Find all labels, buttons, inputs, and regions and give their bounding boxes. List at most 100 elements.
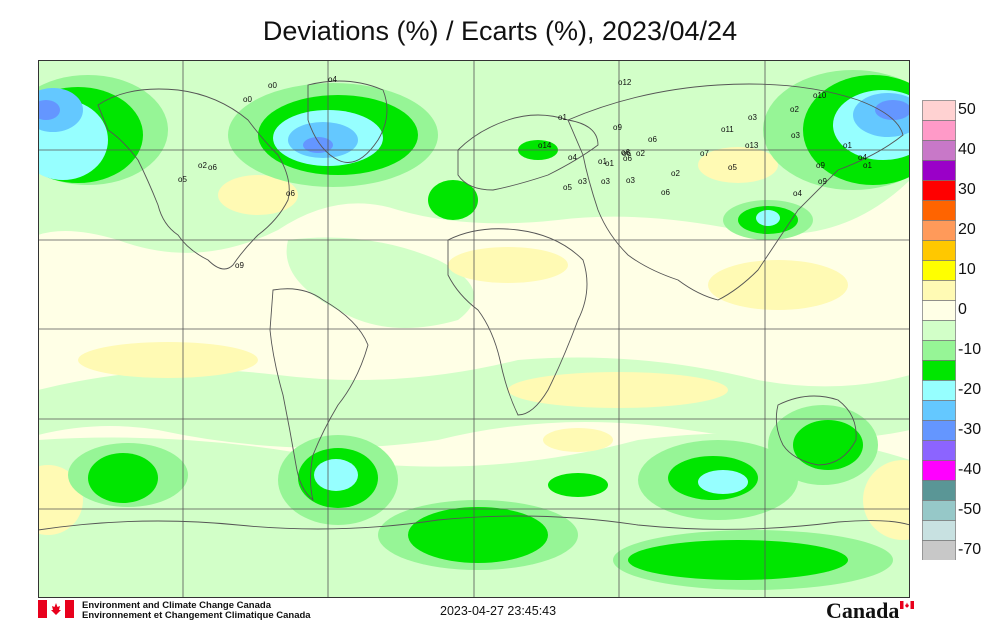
contour-blue-alaska bbox=[38, 100, 60, 120]
station-marker: o6 bbox=[661, 188, 670, 197]
legend-swatch bbox=[922, 160, 956, 181]
station-marker: o9 bbox=[818, 177, 827, 186]
station-marker: o6 bbox=[286, 189, 295, 198]
contour-green-pacific-south bbox=[88, 453, 158, 503]
contour-light-green-africa bbox=[286, 237, 474, 328]
station-marker: o4 bbox=[793, 189, 802, 198]
legend-label: 40 bbox=[958, 141, 976, 158]
contour-green-south-atlantic bbox=[548, 473, 608, 497]
legend-swatch bbox=[922, 180, 956, 201]
station-marker: o5 bbox=[728, 163, 737, 172]
station-marker: o6 bbox=[208, 163, 217, 172]
legend-swatch bbox=[922, 100, 956, 121]
station-marker: o6 bbox=[648, 135, 657, 144]
station-marker: o9 bbox=[816, 161, 825, 170]
legend-swatch bbox=[922, 340, 956, 361]
station-marker: o10 bbox=[813, 91, 827, 100]
legend-swatch bbox=[922, 480, 956, 501]
station-marker: o1 bbox=[843, 141, 852, 150]
contour-yellow-asia bbox=[448, 247, 568, 283]
contour-yellow-asia-east bbox=[708, 260, 848, 310]
station-marker: o4 bbox=[328, 75, 337, 84]
station-marker: o9 bbox=[613, 123, 622, 132]
org-name-fr: Environnement et Changement Climatique C… bbox=[82, 610, 311, 621]
map-grid bbox=[38, 60, 910, 598]
legend-swatch bbox=[922, 140, 956, 161]
station-marker: o0 bbox=[268, 81, 277, 90]
legend-swatch bbox=[922, 540, 956, 560]
station-marker: o3 bbox=[601, 177, 610, 186]
org-name-en: Environment and Climate Change Canada bbox=[82, 600, 271, 611]
contour-blue-greenland bbox=[303, 137, 333, 153]
legend-swatch bbox=[922, 460, 956, 481]
station-marker: o2 bbox=[790, 105, 799, 114]
legend-label: 30 bbox=[958, 181, 976, 198]
legend-label: 0 bbox=[958, 301, 967, 318]
legend-swatch bbox=[922, 240, 956, 261]
legend-swatch bbox=[922, 360, 956, 381]
legend-swatch bbox=[922, 220, 956, 241]
deviation-map: o0o0o4o6o2o5o6o9o12o1o9o6o6o11o3o10o2o3o… bbox=[38, 60, 910, 598]
legend-label: 50 bbox=[958, 101, 976, 118]
contour-sky-alaska bbox=[38, 88, 83, 132]
legend-swatch bbox=[922, 420, 956, 441]
legend-swatch bbox=[922, 300, 956, 321]
contour-yellow-siberia bbox=[698, 147, 778, 183]
map-frame bbox=[38, 60, 910, 598]
station-marker: o12 bbox=[618, 78, 632, 87]
station-marker: o5 bbox=[563, 183, 572, 192]
contour-yellow-south-atlantic bbox=[543, 428, 613, 452]
station-marker: o1 bbox=[863, 161, 872, 170]
station-marker: o0 bbox=[243, 95, 252, 104]
coastline-south-america bbox=[269, 288, 369, 502]
legend-swatch bbox=[922, 280, 956, 301]
station-marker: o2 bbox=[671, 169, 680, 178]
station-marker: o3 bbox=[791, 131, 800, 140]
legend-swatch bbox=[922, 500, 956, 521]
legend-label: -10 bbox=[958, 341, 982, 358]
legend-label: -20 bbox=[958, 381, 982, 398]
legend-swatch bbox=[922, 520, 956, 541]
contour-yellow-southeast bbox=[863, 460, 910, 540]
coastline-europe bbox=[457, 114, 599, 191]
legend-swatch bbox=[922, 320, 956, 341]
legend-label: -40 bbox=[958, 461, 982, 478]
legend-swatch bbox=[922, 260, 956, 281]
legend-label: 10 bbox=[958, 261, 976, 278]
contour-cyan-argentina bbox=[314, 459, 358, 491]
legend-swatch bbox=[922, 440, 956, 461]
canada-flag-icon bbox=[38, 600, 74, 618]
contour-green-australia-east bbox=[793, 420, 863, 470]
coastline-north-america bbox=[97, 88, 290, 270]
station-marker: o2 bbox=[636, 149, 645, 158]
station-marker: o6 bbox=[621, 148, 630, 157]
contour-cyan-japan bbox=[756, 210, 780, 226]
contour-cyan-indian bbox=[698, 470, 748, 494]
station-marker: o9 bbox=[235, 261, 244, 270]
legend-label: -70 bbox=[958, 541, 982, 558]
legend-swatch bbox=[922, 200, 956, 221]
contour-yellow-canada bbox=[218, 175, 298, 215]
station-marker: o13 bbox=[745, 141, 759, 150]
coastline-africa bbox=[447, 228, 588, 416]
station-marker: o4 bbox=[568, 153, 577, 162]
legend-swatch bbox=[922, 400, 956, 421]
station-markers: o0o0o4o6o2o5o6o9o12o1o9o6o6o11o3o10o2o3o… bbox=[178, 75, 872, 270]
coastline-asia bbox=[567, 83, 904, 301]
contour-green-atlantic bbox=[428, 180, 478, 220]
timestamp: 2023-04-27 23:45:43 bbox=[440, 604, 557, 618]
station-marker: o11 bbox=[721, 125, 734, 134]
station-marker: o1 bbox=[605, 159, 614, 168]
station-marker: o4 bbox=[858, 153, 867, 162]
chart-title: Deviations (%) / Ecarts (%), 2023/04/24 bbox=[262, 16, 738, 46]
station-marker: o6 bbox=[623, 154, 632, 163]
contour-yellow-atlantic bbox=[78, 342, 258, 378]
station-marker: o1 bbox=[598, 157, 607, 166]
legend-label: -30 bbox=[958, 421, 982, 438]
station-marker: o3 bbox=[748, 113, 757, 122]
station-marker: o6 bbox=[622, 149, 631, 158]
station-marker: o5 bbox=[178, 175, 187, 184]
station-marker: o14 bbox=[538, 141, 552, 150]
canada-wordmark: Canada bbox=[826, 598, 900, 623]
station-marker: o2 bbox=[198, 161, 207, 170]
